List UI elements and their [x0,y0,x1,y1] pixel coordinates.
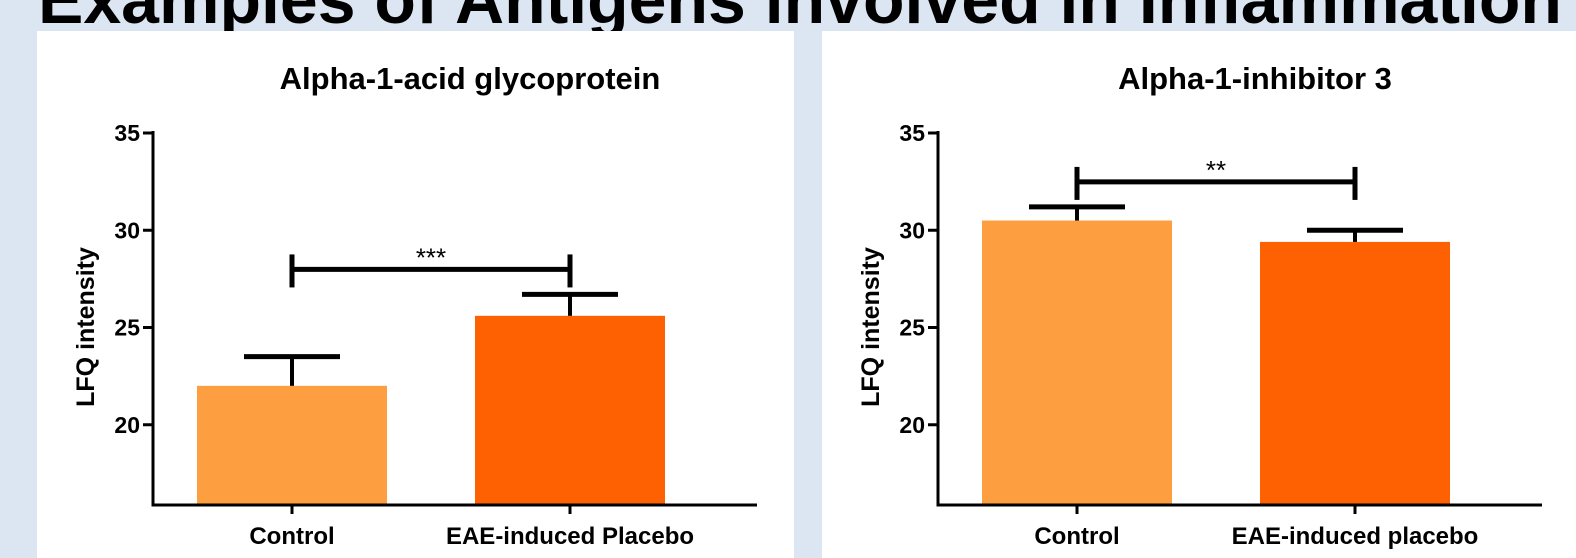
y-axis-label: LFQ intensity [72,247,100,407]
bar-eae-induced-placebo [475,315,665,505]
chart-panel-alpha-1-acid-glycoprotein: Alpha-1-acid glycoprotein LFQ intensity Co… [37,31,794,558]
bar-control [197,385,387,505]
y-tick-label: 25 [899,315,925,341]
chart-panel-alpha-1-inhibitor-3: Alpha-1-inhibitor 3 LFQ intensity Control E… [822,31,1576,558]
bar-control [982,220,1172,505]
significance-label: *** [416,242,446,272]
bar-eae-induced-placebo [1260,241,1450,506]
y-tick-label: 25 [114,315,140,341]
y-tick-label: 35 [899,120,925,146]
bar-chart-alpha-1-inhibitor-3: Alpha-1-inhibitor 3 LFQ intensity Control E… [857,61,1542,550]
x-tick-label: EAE-induced placebo [1232,523,1479,550]
y-tick-label: 35 [114,120,140,146]
bar-chart-alpha-1-acid-glycoprotein: Alpha-1-acid glycoprotein LFQ intensity Co… [72,61,757,550]
x-tick-label: EAE-induced Placebo [446,523,694,550]
chart-title: Alpha-1-acid glycoprotein [280,61,661,96]
significance-label: ** [1206,155,1226,185]
x-tick-label: Control [1034,523,1119,550]
y-tick-label: 30 [899,217,925,243]
x-tick-label: Control [249,523,334,550]
y-axis-label: LFQ intensity [857,247,885,407]
y-tick-label: 20 [899,412,925,438]
y-tick-label: 30 [114,217,140,243]
y-tick-label: 20 [114,412,140,438]
chart-title: Alpha-1-inhibitor 3 [1118,61,1392,96]
